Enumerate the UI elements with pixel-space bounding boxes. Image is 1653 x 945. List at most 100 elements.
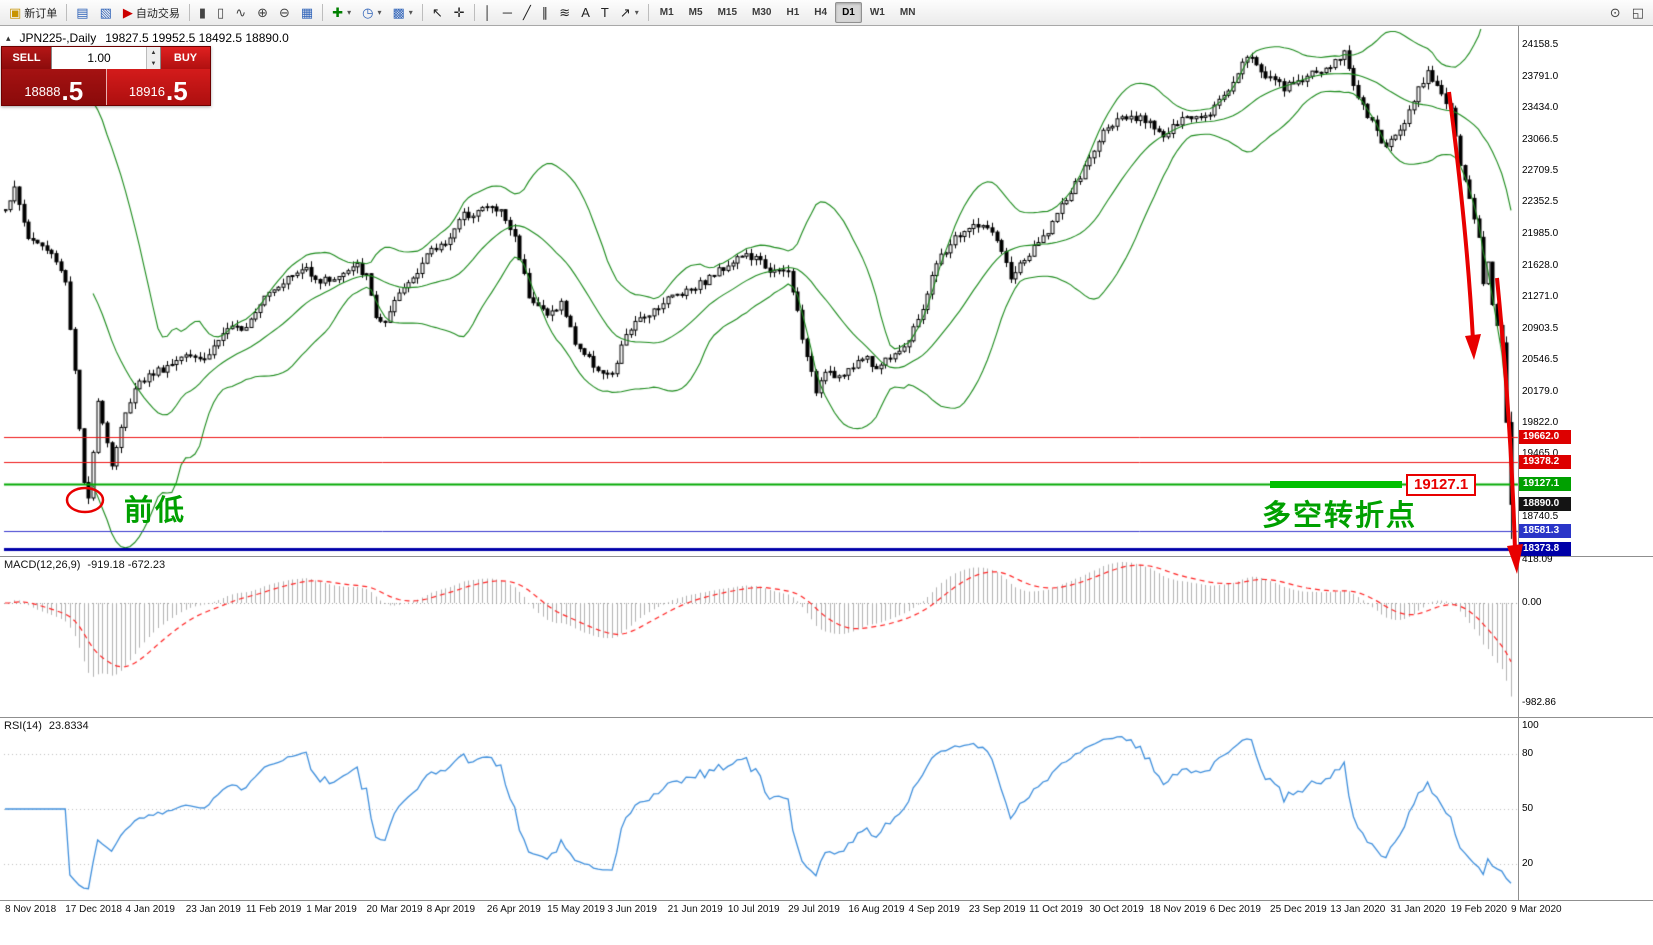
periods-icon: ◷ <box>362 5 374 20</box>
rsi-label: RSI(14) 23.8334 <box>4 720 89 732</box>
time-axis-label: 20 Mar 2019 <box>366 904 423 915</box>
equidistant-channel-button[interactable]: ∥ <box>537 2 554 23</box>
fibonacci-button[interactable]: ≋ <box>554 2 575 23</box>
time-axis-label: 1 Mar 2019 <box>306 904 357 915</box>
candle-chart-mode-button[interactable]: ▯ <box>212 2 229 23</box>
lot-size-field: ▲ ▼ <box>51 47 161 69</box>
time-axis-label: 29 Jul 2019 <box>788 904 840 915</box>
timeframe-w1-button[interactable]: W1 <box>863 2 892 23</box>
toolbar: ▣ 新订单 ▤ ▧ ▶ 自动交易 ▮ ▯ ∿ ⊕ ⊖ ▦ ✚ ▾ ◷ ▾ ▩ ▾ ↖ ✛ │ ─ ╱ ∥ ≋ A T ↗ ▾ M1 M5 M1… <box>0 0 1653 26</box>
lot-size-input[interactable] <box>52 47 146 69</box>
buy-button[interactable]: BUY <box>161 47 210 69</box>
price-axis-tag: 18581.3 <box>1519 524 1571 539</box>
panel-separator-macd[interactable] <box>0 556 1653 557</box>
one-click-collapse-icon[interactable]: ▴ <box>6 32 11 43</box>
panel-separator-rsi[interactable] <box>0 717 1653 718</box>
rsi-name: RSI(14) <box>4 720 42 732</box>
tile-windows-icon: ▦ <box>300 5 314 20</box>
price-axis-label: 18740.5 <box>1522 511 1559 523</box>
time-axis-label: 6 Dec 2019 <box>1209 904 1261 915</box>
price-axis-label: 19822.0 <box>1522 417 1559 429</box>
sell-price-main: 18888 <box>24 84 61 99</box>
vertical-line-button[interactable]: │ <box>479 2 497 23</box>
toolbar-separator <box>66 4 68 21</box>
market-watch-button[interactable]: ▤ <box>71 2 93 23</box>
time-axis-label: 25 Dec 2019 <box>1270 904 1327 915</box>
lot-increase-button[interactable]: ▲ <box>147 47 160 58</box>
zoom-out-button[interactable]: ⊖ <box>274 2 295 23</box>
time-axis-label: 17 Dec 2018 <box>65 904 122 915</box>
time-axis-label: 16 Aug 2019 <box>848 904 905 915</box>
fibonacci-icon: ≋ <box>559 5 571 20</box>
time-axis-label: 13 Jan 2020 <box>1330 904 1386 915</box>
expand-button[interactable]: ◱ <box>1627 2 1649 23</box>
buy-price-frac: .5 <box>165 76 188 106</box>
text-button[interactable]: A <box>576 2 595 23</box>
candle-chart-mode-icon: ▯ <box>217 5 225 20</box>
tile-windows-button[interactable]: ▦ <box>296 2 318 23</box>
cursor-icon: ↖ <box>431 5 443 20</box>
time-axis-label: 31 Jan 2020 <box>1390 904 1446 915</box>
lot-decrease-button[interactable]: ▼ <box>147 58 160 69</box>
line-chart-mode-button[interactable]: ∿ <box>230 2 251 23</box>
chevron-down-icon: ▾ <box>634 8 639 17</box>
timeframe-d1-button[interactable]: D1 <box>835 2 862 23</box>
toolbar-separator <box>647 4 649 21</box>
expand-icon: ◱ <box>1631 5 1644 20</box>
templates-button[interactable]: ▩ ▾ <box>388 2 418 23</box>
macd-name: MACD(12,26,9) <box>4 559 81 571</box>
buy-price[interactable]: 18916 .5 <box>106 69 210 106</box>
timeframe-m1-button[interactable]: M1 <box>653 2 681 23</box>
new-order-button[interactable]: ▣ 新订单 <box>4 2 62 23</box>
text-label-button[interactable]: T <box>596 2 614 23</box>
horizontal-line-button[interactable]: ─ <box>498 2 517 23</box>
macd-scale-label: 0.00 <box>1522 597 1542 609</box>
turning-point-highlight[interactable] <box>1270 480 1402 488</box>
price-axis-label: 20179.0 <box>1522 385 1559 397</box>
time-axis-label: 18 Nov 2019 <box>1149 904 1207 915</box>
price-axis-tag: 19662.0 <box>1519 429 1571 444</box>
trendline-button[interactable]: ╱ <box>518 2 536 23</box>
timeframe-mn-button[interactable]: MN <box>893 2 923 23</box>
time-axis-label: 26 Apr 2019 <box>486 904 541 915</box>
price-axis-label: 23434.0 <box>1522 102 1559 114</box>
indicators-button[interactable]: ✚ ▾ <box>327 2 356 23</box>
text-label-icon: T <box>600 5 609 20</box>
rsi-scale-label: 50 <box>1522 803 1534 814</box>
navigator-button[interactable]: ▧ <box>95 2 117 23</box>
cursor-button[interactable]: ↖ <box>427 2 448 23</box>
text-icon: A <box>581 5 590 20</box>
macd-scale-label: 418.09 <box>1522 554 1553 566</box>
navigator-icon: ▧ <box>99 5 112 20</box>
crosshair-button[interactable]: ✛ <box>449 2 470 23</box>
price-axis-label: 21271.0 <box>1522 290 1559 302</box>
chevron-down-icon: ▾ <box>377 8 382 17</box>
time-axis-label: 9 Mar 2020 <box>1511 904 1562 915</box>
crosshair-icon: ✛ <box>453 5 465 20</box>
price-axis-tag: 19127.1 <box>1519 476 1571 491</box>
sell-button[interactable]: SELL <box>2 47 51 69</box>
toolbar-separator <box>473 4 475 21</box>
prev-low-annotation[interactable]: 前低 <box>124 495 187 527</box>
timeframe-m15-button[interactable]: M15 <box>711 2 744 23</box>
rsi-value: 23.8334 <box>48 720 89 732</box>
rsi-scale-label: 20 <box>1522 857 1534 869</box>
sell-price[interactable]: 18888 .5 <box>2 69 107 105</box>
bar-chart-mode-button[interactable]: ▮ <box>194 2 211 23</box>
rsi-scale-label: 80 <box>1522 748 1534 760</box>
search-button[interactable]: ⊙ <box>1605 2 1626 23</box>
timeframe-m30-button[interactable]: M30 <box>745 2 778 23</box>
timeframe-m5-button[interactable]: M5 <box>682 2 710 23</box>
periods-button[interactable]: ◷ ▾ <box>357 2 386 23</box>
turning-point-annotation[interactable]: 多空转折点 <box>1262 499 1418 532</box>
timeframe-h4-button[interactable]: H4 <box>807 2 834 23</box>
zoom-in-button[interactable]: ⊕ <box>252 2 273 23</box>
bar-chart-mode-icon: ▮ <box>198 5 207 20</box>
arrows-tool-button[interactable]: ↗ ▾ <box>615 2 644 23</box>
timeframe-h1-button[interactable]: H1 <box>779 2 806 23</box>
autotrade-button[interactable]: ▶ 自动交易 <box>118 2 185 23</box>
time-axis-label: 8 Nov 2018 <box>5 904 57 915</box>
time-axis-label: 11 Oct 2019 <box>1029 904 1083 915</box>
price-callout[interactable]: 19127.1 <box>1406 473 1477 496</box>
